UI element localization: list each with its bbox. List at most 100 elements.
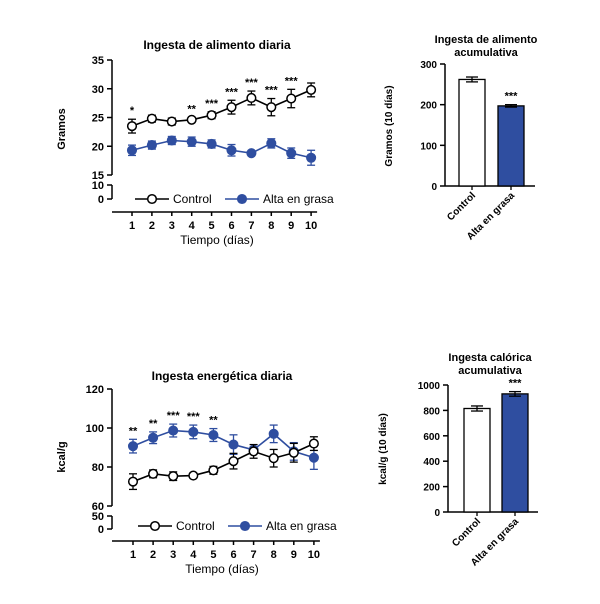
data-point: [308, 438, 319, 449]
data-point: [226, 145, 237, 156]
y-axis-label: kcal/g: [56, 441, 68, 472]
x-tick-label: 6: [230, 549, 236, 561]
significance-label: **: [187, 104, 196, 116]
y-tick-label: 200: [420, 101, 437, 112]
y-tick-label: 0: [98, 524, 104, 536]
series-high_fat: [126, 135, 317, 166]
x-tick-label: 5: [209, 220, 215, 232]
legend-label-control: Control: [173, 192, 212, 206]
significance-label: **: [149, 418, 158, 430]
data-point: [186, 114, 197, 125]
significance-label: **: [129, 425, 138, 437]
legend-label-high-fat: Alta en grasa: [263, 192, 334, 206]
legend: Control Alta en grasa: [135, 192, 334, 206]
y-tick-label: 100: [86, 423, 104, 435]
chart-food-daily: Ingesta de alimento diaria1520253035010G…: [56, 38, 334, 247]
x-tick-label: 7: [251, 549, 257, 561]
data-point: [308, 452, 319, 463]
x-tick-label: 2: [149, 220, 155, 232]
y-tick-label: 50: [92, 511, 104, 523]
chart-energy-daily: Ingesta energética diaria 60 80 100 120 050 kc…: [56, 369, 337, 576]
y-axis-label: Gramos (10 días): [384, 85, 395, 166]
chart-title-line: acumulativa: [454, 47, 518, 59]
y-tick-label: 200: [423, 483, 440, 494]
legend-marker-high-fat: [236, 193, 248, 205]
data-point: [288, 447, 299, 458]
data-point: [126, 145, 138, 156]
data-point: [148, 432, 159, 443]
data-point: [188, 426, 199, 437]
significance-label: ***: [205, 98, 219, 110]
legend-marker-control: [146, 193, 158, 205]
legend-label-high-fat: Alta en grasa: [266, 519, 337, 533]
data-point: [168, 425, 179, 436]
y-axis-label: kcal/g (10 días): [378, 413, 389, 485]
data-point: [248, 446, 259, 457]
x-tick-label: 4: [189, 220, 196, 232]
data-point: [126, 121, 138, 132]
data-point: [246, 148, 257, 159]
y-axis-label: Gramos: [56, 108, 68, 150]
significance-label: ***: [187, 411, 201, 423]
y-tick-label: 0: [98, 194, 104, 206]
x-tick-label: 3: [169, 220, 175, 232]
data-point: [246, 92, 257, 103]
series-control: [127, 436, 319, 491]
data-point: [166, 116, 177, 127]
chart-title-line: Ingesta calórica: [448, 352, 532, 364]
y-tick-label: 80: [92, 462, 104, 474]
y-tick-label: 30: [92, 84, 104, 96]
x-tick-label: 7: [248, 220, 254, 232]
y-tick-label: 60: [92, 501, 104, 513]
data-point: [146, 113, 157, 124]
y-tick-label: 0: [434, 508, 440, 519]
x-tick-label: 8: [271, 549, 277, 561]
data-point: [127, 441, 139, 452]
x-tick-label: 5: [210, 549, 216, 561]
y-tick-label: 800: [423, 406, 440, 417]
significance-label: ***: [265, 85, 279, 97]
data-point: [286, 93, 297, 104]
data-point: [266, 102, 277, 113]
x-tick-label: Control: [450, 516, 483, 549]
y-tick-label: 25: [92, 113, 104, 125]
data-point: [306, 84, 317, 95]
data-point: [127, 476, 139, 487]
series-high_fat: [127, 423, 319, 470]
x-tick-label: 2: [150, 549, 156, 561]
data-point: [226, 102, 237, 113]
bar: [458, 78, 486, 187]
data-point: [208, 429, 219, 441]
data-point: [166, 135, 177, 146]
data-point: [186, 136, 197, 147]
data-point: [228, 456, 239, 467]
x-tick-label: 9: [291, 549, 297, 561]
x-axis-label: Tiempo (días): [180, 233, 254, 247]
x-tick-label: 10: [308, 549, 320, 561]
y-tick-label: 600: [423, 432, 440, 443]
x-tick-label: 4: [190, 549, 197, 561]
legend-marker-control: [149, 520, 161, 532]
series-line: [131, 139, 312, 159]
significance-label: ***: [509, 378, 523, 390]
y-tick-label: 20: [92, 141, 104, 153]
y-tick-label: 400: [423, 457, 440, 468]
data-point: [206, 138, 217, 149]
y-tick-label: 10: [92, 180, 104, 192]
data-point: [266, 138, 277, 149]
bar: [497, 105, 525, 187]
y-tick-label: 15: [92, 170, 104, 182]
legend: Control Alta en grasa: [138, 519, 337, 533]
series-line: [132, 442, 315, 483]
x-tick-label: 3: [170, 549, 176, 561]
y-tick-label: 120: [86, 384, 104, 396]
y-tick-label: 300: [420, 60, 437, 71]
legend-label-control: Control: [176, 519, 215, 533]
data-point: [208, 465, 219, 476]
significance-label: *: [130, 105, 135, 117]
x-tick-label: Control: [445, 190, 478, 223]
y-tick-label: 35: [92, 55, 104, 67]
